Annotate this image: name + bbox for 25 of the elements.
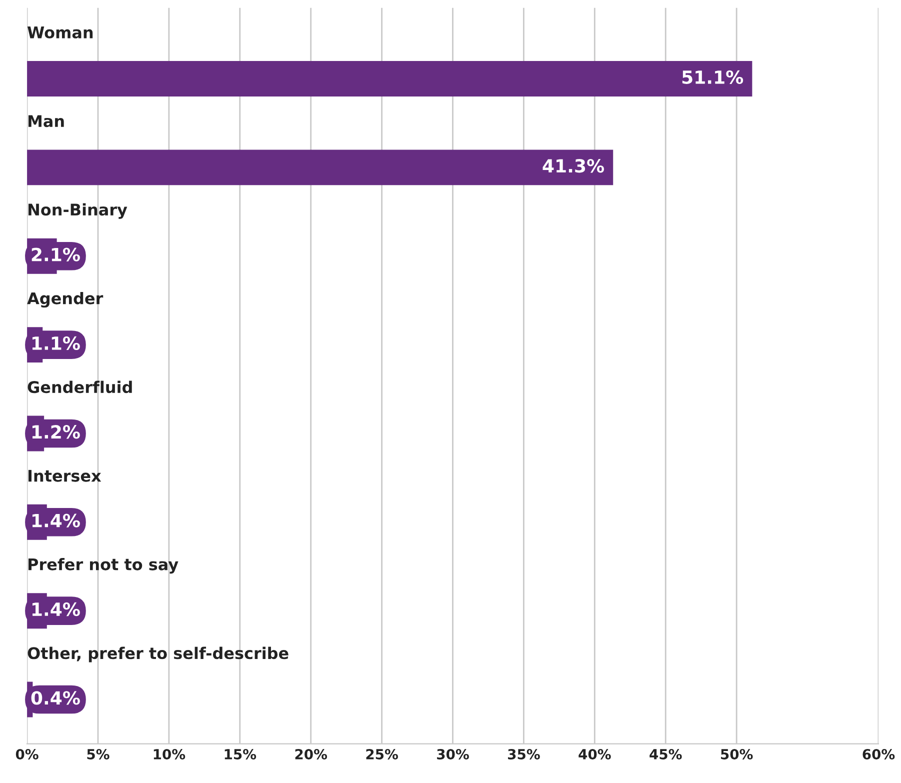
x-tick-label: 45% — [650, 748, 682, 760]
y-tick-label: Prefer not to say — [28, 558, 178, 574]
y-tick-label: Woman — [28, 26, 93, 38]
x-tick-label: 30% — [437, 748, 469, 760]
y-tick-label: Man — [28, 115, 64, 128]
x-tick-label: 25% — [366, 748, 398, 760]
data-label: 1.1% — [32, 336, 80, 350]
x-tick-label: 60% — [862, 748, 895, 760]
x-tick-label: 15% — [224, 748, 256, 760]
x-tick-label: 50% — [721, 748, 753, 760]
data-label: 41.3% — [542, 159, 604, 173]
x-tick-label: 35% — [508, 748, 540, 760]
x-tick-label: 5% — [87, 748, 110, 760]
y-tick-label: Intersex — [28, 470, 102, 482]
data-label: 0.4% — [31, 691, 80, 705]
y-tick-label: Agender — [27, 292, 104, 308]
x-tick-label: 0% — [16, 748, 38, 760]
y-tick-label: Genderfluid — [28, 380, 132, 394]
y-tick-label: Non-Binary — [28, 203, 128, 219]
data-label: 1.2% — [32, 425, 80, 439]
y-tick-label: Other, prefer to self-describe — [28, 646, 288, 662]
x-tick-label: 20% — [295, 748, 328, 760]
x-tick-label: 40% — [578, 748, 611, 760]
x-tick-label: 10% — [154, 748, 186, 760]
data-label: 51.1% — [682, 70, 744, 84]
